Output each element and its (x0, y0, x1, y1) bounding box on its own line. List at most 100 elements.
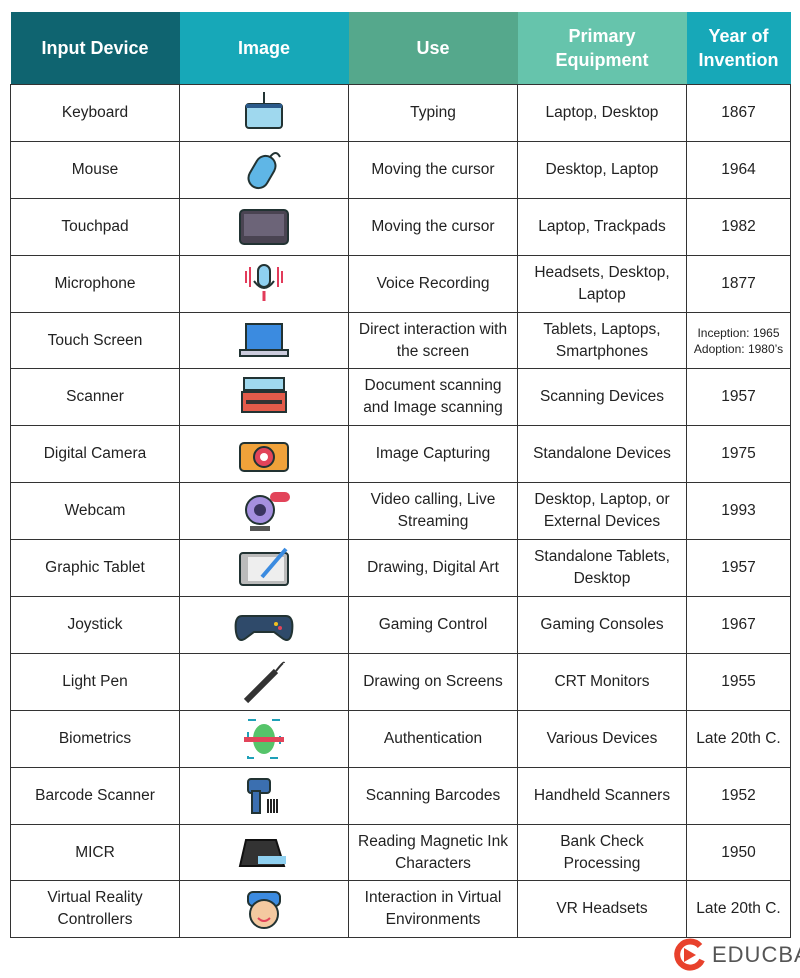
graphic-tablet-icon (239, 547, 289, 587)
table-row: Microphone Voice Recording Headsets, Deskt… (10, 254, 791, 313)
image-cell (179, 425, 349, 484)
equipment-cell: Handheld Scanners (517, 766, 687, 825)
webcam-icon (245, 492, 290, 532)
image-cell (179, 539, 349, 598)
image-cell (179, 596, 349, 654)
device-name-cell: Touch Screen (10, 311, 180, 370)
image-cell (179, 84, 349, 142)
equipment-cell: Bank Check Processing (517, 823, 687, 882)
use-cell: Direct interaction with the screen (348, 311, 518, 370)
equipment-cell: Various Devices (517, 709, 687, 768)
fingerprint-icon (244, 718, 284, 759)
year-cell: Late 20th C. (686, 709, 791, 768)
device-name-cell: Biometrics (10, 709, 180, 768)
equipment-cell: Tablets, Laptops, Smartphones (517, 311, 687, 370)
input-devices-table: Input Device Image Use Primary Equipment Yea… (10, 12, 791, 939)
image-cell (179, 652, 349, 711)
use-cell: Gaming Control (348, 596, 518, 654)
equipment-cell: VR Headsets (517, 880, 687, 939)
year-cell: 1975 (686, 425, 791, 484)
year-cell: 1950 (686, 823, 791, 882)
educba-logo: EDUCBA (672, 938, 800, 972)
image-cell (179, 709, 349, 768)
table-row: Scanner Document scanning and Image scann… (10, 368, 791, 427)
table-row: Keyboard Typing Laptop, Desktop 1867 (10, 84, 791, 142)
device-name-cell: Webcam (10, 482, 180, 541)
image-cell (179, 197, 349, 256)
barcode-scanner-icon (247, 777, 278, 814)
use-cell: Video calling, Live Streaming (348, 482, 518, 541)
use-cell: Image Capturing (348, 425, 518, 484)
device-name-cell: Virtual Reality Controllers (10, 880, 180, 939)
image-cell (179, 766, 349, 825)
table-row: Touchpad Moving the cursor Laptop, Trackpa… (10, 197, 791, 256)
equipment-cell: Gaming Consoles (517, 596, 687, 654)
laptop-icon (239, 322, 289, 357)
column-header: Year of Invention (686, 12, 791, 85)
year-cell: 1877 (686, 254, 791, 313)
keyboard-icon (245, 91, 283, 129)
use-cell: Reading Magnetic Ink Characters (348, 823, 518, 882)
light-pen-icon (243, 661, 285, 703)
image-cell (179, 482, 349, 541)
gamepad-icon (234, 614, 294, 641)
touchpad-icon (239, 208, 289, 245)
year-cell: 1982 (686, 197, 791, 256)
microphone-icon (245, 263, 283, 301)
column-header: Use (348, 12, 518, 85)
equipment-cell: Standalone Devices (517, 425, 687, 484)
device-name-cell: MICR (10, 823, 180, 882)
image-cell (179, 880, 349, 939)
column-header: Image (179, 12, 349, 85)
column-header: Input Device (10, 12, 180, 85)
year-cell: 1955 (686, 652, 791, 711)
year-cell: 1993 (686, 482, 791, 541)
table-row: Biometrics Authentication Various Devices L… (10, 709, 791, 768)
year-cell: Late 20th C. (686, 880, 791, 939)
use-cell: Moving the cursor (348, 140, 518, 199)
image-cell (179, 311, 349, 370)
year-cell: Inception: 1965 Adoption: 1980’s (686, 311, 791, 370)
table-row: Mouse Moving the cursor Desktop, Laptop 196… (10, 140, 791, 199)
year-cell: 1952 (686, 766, 791, 825)
equipment-cell: Desktop, Laptop, or External Devices (517, 482, 687, 541)
use-cell: Typing (348, 84, 518, 142)
table-row: Touch Screen Direct interaction with the … (10, 311, 791, 370)
use-cell: Drawing on Screens (348, 652, 518, 711)
micr-icon (238, 838, 286, 867)
column-header: Primary Equipment (517, 12, 687, 85)
device-name-cell: Microphone (10, 254, 180, 313)
device-name-cell: Graphic Tablet (10, 539, 180, 598)
use-cell: Document scanning and Image scanning (348, 368, 518, 427)
image-cell (179, 254, 349, 313)
year-cell: 1957 (686, 539, 791, 598)
equipment-cell: Headsets, Desktop, Laptop (517, 254, 687, 313)
equipment-cell: Laptop, Trackpads (517, 197, 687, 256)
mouse-icon (247, 151, 281, 189)
equipment-cell: Desktop, Laptop (517, 140, 687, 199)
use-cell: Voice Recording (348, 254, 518, 313)
camera-icon (239, 442, 289, 473)
device-name-cell: Scanner (10, 368, 180, 427)
logo-text: EDUCBA (712, 942, 800, 967)
device-name-cell: Touchpad (10, 197, 180, 256)
use-cell: Drawing, Digital Art (348, 539, 518, 598)
equipment-cell: Laptop, Desktop (517, 84, 687, 142)
image-cell (179, 368, 349, 427)
scanner-icon (241, 377, 287, 414)
use-cell: Moving the cursor (348, 197, 518, 256)
table-row: Joystick Gaming Control Gaming Consoles 196… (10, 596, 791, 654)
table-row: Barcode Scanner Scanning Barcodes Handheld… (10, 766, 791, 825)
equipment-cell: Scanning Devices (517, 368, 687, 427)
table-row: Light Pen Drawing on Screens CRT Monitors 1… (10, 652, 791, 711)
table-row: Virtual Reality Controllers Interaction i… (10, 880, 791, 939)
image-cell (179, 140, 349, 199)
device-name-cell: Joystick (10, 596, 180, 654)
year-cell: 1967 (686, 596, 791, 654)
table-row: Webcam Video calling, Live Streaming Deskt… (10, 482, 791, 541)
year-cell: 1964 (686, 140, 791, 199)
year-cell: 1867 (686, 84, 791, 142)
table-row: Digital Camera Image Capturing Standalone … (10, 425, 791, 484)
table-row: Graphic Tablet Drawing, Digital Art Standa… (10, 539, 791, 598)
year-cell: 1957 (686, 368, 791, 427)
